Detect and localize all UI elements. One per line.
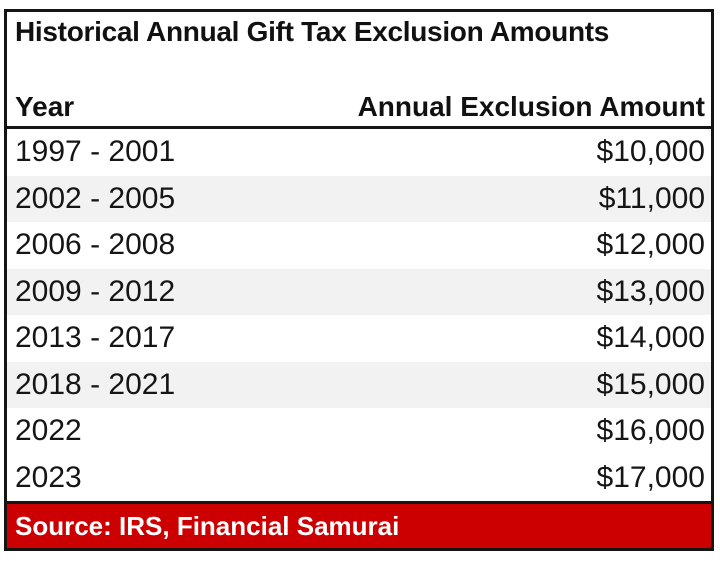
table-header-section: Historical Annual Gift Tax Exclusion Amo… — [7, 12, 711, 129]
year-cell: 2006 - 2008 — [15, 228, 176, 262]
year-cell: 1997 - 2001 — [15, 135, 176, 169]
amount-cell: $12,000 — [596, 228, 705, 262]
table-row: 2022 $16,000 — [7, 408, 711, 455]
table-row: 1997 - 2001 $10,000 — [7, 129, 711, 176]
table-row: 2023 $17,000 — [7, 454, 711, 501]
year-cell: 2022 — [15, 414, 82, 448]
year-cell: 2013 - 2017 — [15, 321, 176, 355]
table-row: 2013 - 2017 $14,000 — [7, 315, 711, 362]
year-cell: 2002 - 2005 — [15, 181, 176, 215]
year-cell: 2023 — [15, 460, 82, 494]
amount-cell: $10,000 — [596, 135, 705, 169]
amount-cell: $15,000 — [596, 367, 705, 401]
source-text: Source: IRS, Financial Samurai — [15, 510, 400, 541]
table-row: 2018 - 2021 $15,000 — [7, 361, 711, 408]
amount-cell: $11,000 — [598, 181, 705, 215]
table-row: 2006 - 2008 $12,000 — [7, 222, 711, 269]
source-bar: Source: IRS, Financial Samurai — [7, 501, 711, 548]
table-row: 2009 - 2012 $13,000 — [7, 268, 711, 315]
amount-cell: $13,000 — [596, 274, 705, 308]
amount-cell: $14,000 — [596, 321, 705, 355]
amount-cell: $17,000 — [596, 460, 705, 494]
column-header-year: Year — [15, 91, 75, 122]
table-title: Historical Annual Gift Tax Exclusion Amo… — [15, 16, 610, 47]
column-header-amount: Annual Exclusion Amount — [357, 91, 705, 122]
table-row: 2002 - 2005 $11,000 — [7, 175, 711, 222]
table-body: 1997 - 2001 $10,000 2002 - 2005 $11,000 2006… — [7, 129, 711, 501]
year-cell: 2018 - 2021 — [15, 367, 176, 401]
amount-cell: $16,000 — [596, 414, 705, 448]
gift-tax-exclusion-table: Historical Annual Gift Tax Exclusion Amo… — [4, 9, 714, 551]
year-cell: 2009 - 2012 — [15, 274, 176, 308]
column-header-row: Year Annual Exclusion Amount — [7, 91, 711, 123]
